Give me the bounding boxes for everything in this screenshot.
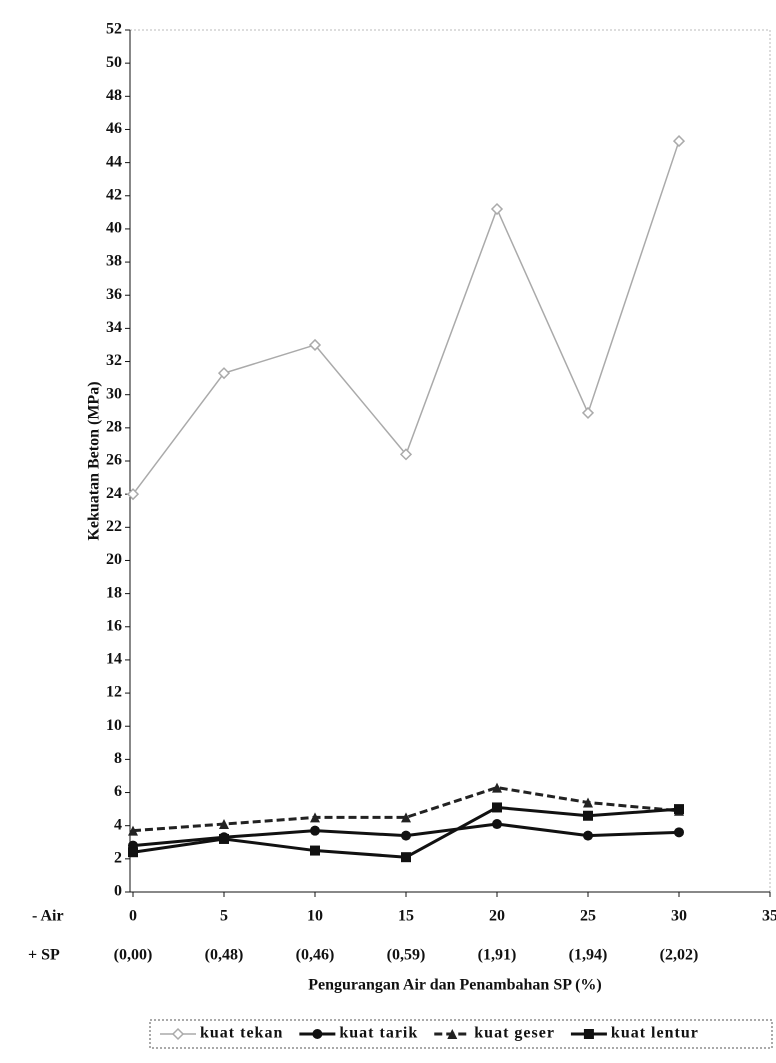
sp-label: (2,02) xyxy=(660,947,699,964)
y-tick-label: 10 xyxy=(106,717,122,734)
y-tick-label: 22 xyxy=(106,518,122,535)
marker xyxy=(492,802,502,813)
x-tick-label: 15 xyxy=(398,908,414,925)
x-tick-label: 25 xyxy=(580,908,596,925)
marker xyxy=(128,847,138,858)
marker xyxy=(401,812,411,823)
y-tick-label: 0 xyxy=(114,883,122,900)
y-tick-label: 46 xyxy=(106,120,122,137)
y-tick-label: 28 xyxy=(106,419,122,436)
legend-label: kuat tekan xyxy=(200,1025,283,1042)
marker xyxy=(674,827,684,838)
y-tick-label: 4 xyxy=(114,816,122,833)
y-tick-label: 50 xyxy=(106,54,122,71)
marker xyxy=(401,852,411,863)
series-line xyxy=(132,786,680,833)
x-axis-label: Pengurangan Air dan Penambahan SP (%) xyxy=(308,977,602,994)
sp-row-label: + SP xyxy=(28,947,60,964)
sp-label: (1,91) xyxy=(478,947,517,964)
y-tick-label: 2 xyxy=(114,850,122,867)
x-tick-label: 30 xyxy=(671,908,687,925)
y-tick-label: 16 xyxy=(106,617,122,634)
y-tick-label: 12 xyxy=(106,684,122,701)
y-axis-label: Kekuatan Beton (MPa) xyxy=(86,381,103,540)
marker xyxy=(447,1029,458,1039)
x-tick-label: 10 xyxy=(307,908,323,925)
plot-frame xyxy=(129,29,771,893)
x-row-label: - Air xyxy=(32,908,64,925)
marker xyxy=(583,797,593,808)
y-tick-label: 34 xyxy=(106,319,122,336)
marker xyxy=(401,830,411,841)
x-tick-label: 0 xyxy=(129,908,137,925)
y-tick-label: 14 xyxy=(106,651,122,668)
marker xyxy=(128,825,138,836)
y-tick-label: 52 xyxy=(106,21,122,38)
y-tick-label: 36 xyxy=(106,286,122,303)
marker xyxy=(492,819,502,830)
marker xyxy=(219,833,229,844)
legend xyxy=(149,1019,773,1049)
y-tick-label: 38 xyxy=(106,253,122,270)
marker xyxy=(674,804,684,815)
y-tick-label: 44 xyxy=(106,153,122,170)
y-tick-label: 8 xyxy=(114,750,122,767)
y-tick-label: 48 xyxy=(106,87,122,104)
marker xyxy=(583,810,593,821)
marker xyxy=(583,1029,594,1039)
y-tick-label: 20 xyxy=(106,551,122,568)
x-tick-label: 5 xyxy=(220,908,228,925)
marker xyxy=(399,448,413,461)
marker xyxy=(672,135,686,148)
series-line xyxy=(132,140,680,495)
legend-label: kuat lentur xyxy=(611,1025,699,1042)
marker xyxy=(312,1029,323,1039)
marker xyxy=(581,406,595,419)
y-tick-label: 18 xyxy=(106,584,122,601)
y-tick-label: 30 xyxy=(106,385,122,402)
sp-label: (0,48) xyxy=(205,947,244,964)
y-tick-label: 40 xyxy=(106,220,122,237)
legend-label: kuat geser xyxy=(474,1025,555,1042)
marker xyxy=(583,830,593,841)
marker xyxy=(310,812,320,823)
y-tick-label: 42 xyxy=(106,186,122,203)
y-tick-label: 26 xyxy=(106,452,122,469)
marker xyxy=(219,819,229,830)
marker xyxy=(126,488,140,501)
marker xyxy=(310,845,320,856)
marker xyxy=(308,338,322,352)
x-tick-label: 20 xyxy=(489,908,505,925)
marker xyxy=(490,202,504,216)
marker xyxy=(217,367,231,380)
sp-label: (1,94) xyxy=(569,947,608,964)
x-tick-label: 35 xyxy=(762,908,776,925)
legend-label: kuat tarik xyxy=(339,1025,418,1042)
y-tick-label: 24 xyxy=(106,485,122,502)
marker xyxy=(492,782,502,793)
marker xyxy=(171,1027,185,1041)
sp-label: (0,00) xyxy=(114,947,153,964)
sp-label: (0,59) xyxy=(387,947,426,964)
y-tick-label: 6 xyxy=(114,783,122,800)
marker xyxy=(310,825,320,836)
sp-label: (0,46) xyxy=(296,947,335,964)
y-tick-label: 32 xyxy=(106,352,122,369)
